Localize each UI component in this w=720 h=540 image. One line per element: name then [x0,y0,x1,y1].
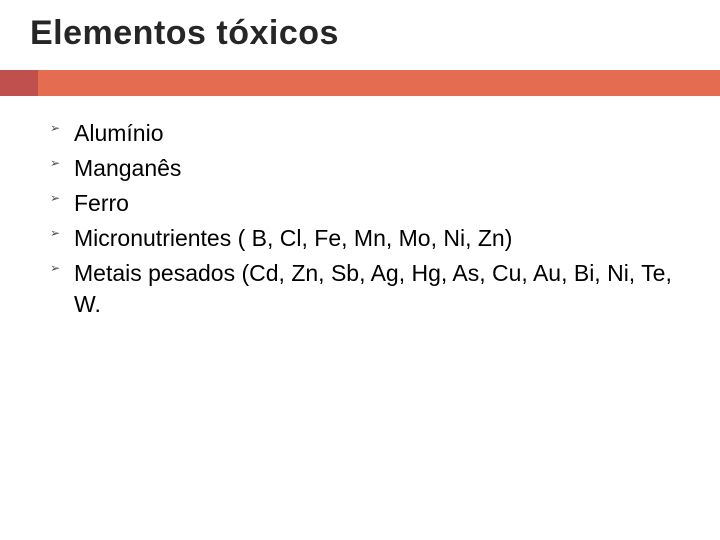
accent-bar-left [0,70,38,96]
list-item: ➢Ferro [50,188,690,219]
bullet-list: ➢Alumínio➢Manganês➢Ferro➢Micronutrientes… [50,118,690,324]
list-item: ➢Micronutrientes ( B, Cl, Fe, Mn, Mo, Ni… [50,223,690,254]
slide-title: Elementos tóxicos [30,14,339,53]
list-item-text: Metais pesados (Cd, Zn, Sb, Ag, Hg, As, … [74,258,690,320]
bullet-icon: ➢ [50,118,74,136]
bullet-icon: ➢ [50,188,74,206]
list-item-text: Micronutrientes ( B, Cl, Fe, Mn, Mo, Ni,… [74,223,690,254]
slide: Elementos tóxicos ➢Alumínio➢Manganês➢Fer… [0,0,720,540]
list-item: ➢Alumínio [50,118,690,149]
list-item: ➢Manganês [50,153,690,184]
bullet-icon: ➢ [50,258,74,276]
list-item: ➢Metais pesados (Cd, Zn, Sb, Ag, Hg, As,… [50,258,690,320]
bullet-icon: ➢ [50,153,74,171]
bullet-icon: ➢ [50,223,74,241]
accent-bar-main [38,70,720,96]
accent-bar-row [0,70,720,96]
list-item-text: Alumínio [74,118,690,149]
list-item-text: Manganês [74,153,690,184]
list-item-text: Ferro [74,188,690,219]
